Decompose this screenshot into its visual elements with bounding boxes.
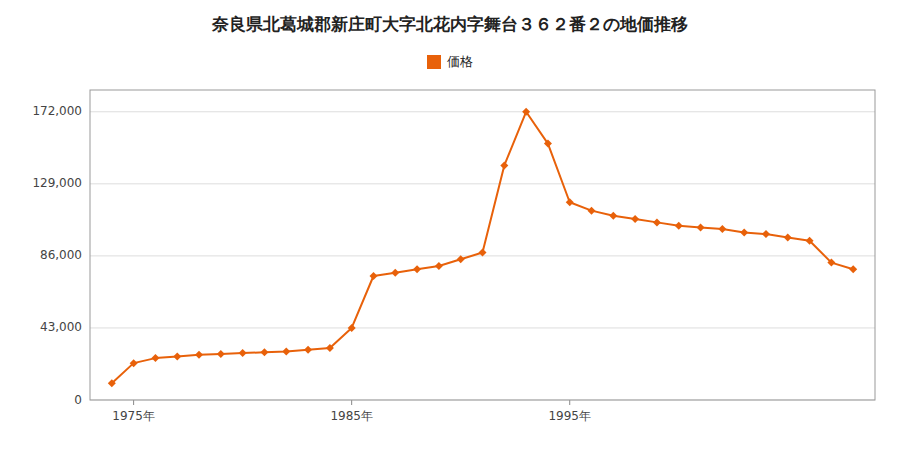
x-tick-label: 1975年 [112,409,155,423]
legend: 価格 [427,54,473,70]
data-point [806,237,814,245]
data-point [544,140,552,148]
grid-line [90,111,875,112]
data-point [609,212,617,220]
data-point [653,218,661,226]
data-point [500,161,508,169]
grid [90,112,875,400]
data-point [130,359,138,367]
data-point [326,344,334,352]
data-point [784,233,792,241]
data-point [391,269,399,277]
legend-label: 価格 [447,54,473,69]
plot-area [108,108,857,387]
data-point [260,348,268,356]
x-tick [133,400,134,405]
y-tick-label: 43,000 [40,320,82,334]
x-tick [351,400,352,405]
chart-title: 奈良県北葛城郡新庄町大字北花内字舞台３６２番２の地価推移 [211,14,688,34]
x-tick [569,400,570,405]
data-point [631,215,639,223]
data-point [762,230,770,238]
data-point [675,222,683,230]
x-tick-label: 1985年 [330,409,373,423]
data-point [849,265,857,273]
data-point [740,228,748,236]
data-point [697,223,705,231]
data-point [479,249,487,257]
data-point [173,352,181,360]
legend-item: 価格 [427,54,473,70]
y-tick-label: 172,000 [32,104,82,118]
data-point [304,346,312,354]
data-point [108,379,116,387]
series-line [112,112,853,383]
data-point [217,350,225,358]
data-point [435,262,443,270]
y-tick-label: 129,000 [32,176,82,190]
data-point [827,259,835,267]
data-point [369,272,377,280]
plot-frame [90,90,875,400]
grid-line [90,183,875,184]
data-point [566,198,574,206]
data-point [457,255,465,263]
x-tick-label: 1995年 [548,409,591,423]
data-point [348,324,356,332]
data-point [588,207,596,215]
y-tick-label: 86,000 [40,248,82,262]
data-point [151,354,159,362]
data-point [718,225,726,233]
chart-svg: 奈良県北葛城郡新庄町大字北花内字舞台３６２番２の地価推移 0 43,000 86,00… [0,0,900,450]
data-point [195,351,203,359]
chart-container: 奈良県北葛城郡新庄町大字北花内字舞台３６２番２の地価推移 0 43,000 86,00… [0,0,900,450]
grid-line [90,327,875,328]
legend-swatch [427,55,441,69]
data-point [413,265,421,273]
data-point [239,349,247,357]
y-tick-label: 0 [74,393,82,407]
data-point [522,108,530,116]
data-point [282,347,290,355]
